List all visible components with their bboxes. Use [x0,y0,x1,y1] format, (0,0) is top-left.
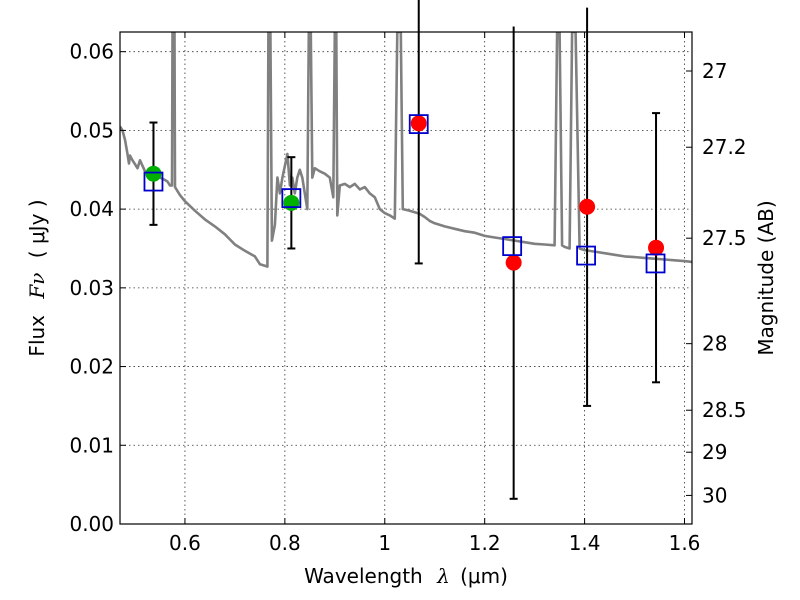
model-spectrum-line [120,32,692,268]
model-flux-square [143,171,164,192]
y2-axis-title: Magnitude (AB) [754,200,778,355]
model-flux-square [281,188,302,208]
undetected-point [410,115,427,132]
y-tick-label: 0.04 [69,197,114,221]
y-tick-label: 0.02 [69,355,114,379]
y-tick-label: 0.01 [69,433,114,457]
undetected-point [505,254,522,271]
x-tick-label: 1 [378,531,391,555]
x-tick-label: 1.6 [669,531,701,555]
detected-point [283,194,300,211]
y2-tick-label: 28.5 [702,398,747,422]
x-tick-label: 0.6 [169,531,201,555]
y2-tick-label: 29 [702,440,727,464]
x-tick-label: 1.2 [469,531,501,555]
y2-tick-label: 27.5 [702,226,747,250]
observed-points-layer [145,115,665,271]
model-flux-square [502,236,523,257]
x-axis-title: Wavelength λ (μm) [304,564,508,588]
y2-tick-label: 28 [702,332,727,356]
model-spectrum-layer [120,32,692,268]
y-axis-title: Flux Fν ( μJy ) [25,199,49,356]
y-tick-label: 0.06 [69,40,114,64]
y-tick-label: 0.05 [69,118,114,142]
undetected-point [579,198,596,215]
y-tick-label: 0.03 [69,276,114,300]
detected-point [145,165,162,182]
y-tick-label: 0.00 [69,512,114,536]
tick-marks [120,32,692,525]
y2-tick-label: 27 [702,59,727,83]
x-tick-labels: 0.6 0.8 1 1.2 1.4 1.6 [169,531,700,555]
plot-frame [119,31,693,525]
x-tick-label: 1.4 [569,531,601,555]
grid [120,32,692,524]
undetected-point [648,239,665,256]
model-flux-square [576,245,596,266]
y-tick-labels: 0.00 0.01 0.02 0.03 0.04 0.05 0.06 [69,40,114,536]
model-flux-square [408,114,429,135]
y2-tick-label: 30 [702,483,727,507]
y2-tick-labels: 27 27.2 27.5 28 28.5 29 30 [702,59,747,507]
model-flux-square [645,253,666,274]
y2-tick-label: 27.2 [702,135,747,159]
x-tick-label: 0.8 [269,531,301,555]
model-flux-points-layer [143,114,666,274]
